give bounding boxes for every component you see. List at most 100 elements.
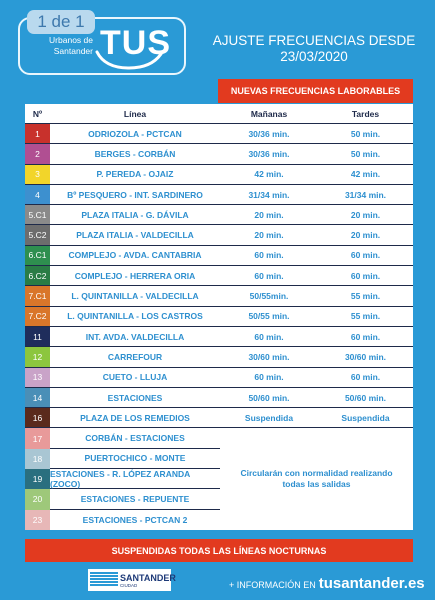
suspended-line-row: 18 PUERTOCHICO - MONTE — [25, 448, 413, 470]
santander-stripes-icon — [90, 572, 118, 588]
line-number-badge: 18 — [25, 448, 50, 470]
morning-frequency: 50/55min. — [249, 291, 289, 302]
morning-frequency: 42 min. — [254, 169, 284, 180]
suspended-line-row: 17 CORBÁN - ESTACIONES — [25, 428, 413, 449]
line-name: ESTACIONES - REPUENTE — [50, 489, 220, 510]
line-name: L. QUINTANILLA - LOS CASTROS — [67, 311, 203, 322]
header-title: AJUSTE FRECUENCIAS DESDE 23/03/2020 — [205, 33, 423, 65]
line-number-badge: 5.C1 — [25, 205, 50, 225]
morning-frequency: 30/36 min. — [248, 148, 290, 159]
tus-logo — [18, 17, 186, 75]
line-number-badge: 4 — [25, 184, 50, 205]
afternoon-frequency: 31/34 min. — [344, 189, 387, 200]
line-name: BERGES - CORBÁN — [94, 148, 176, 159]
logo-swoosh-icon — [95, 50, 163, 70]
afternoon-frequency: 20 min. — [350, 209, 381, 220]
line-number-badge: 1 — [25, 124, 50, 144]
more-info-link[interactable]: tusantander.es — [318, 575, 425, 592]
morning-frequency: 60 min. — [254, 270, 284, 281]
morning-frequency: 50/55 min. — [248, 311, 290, 322]
logo-subtitle-line2: Santander — [53, 46, 93, 56]
line-number-badge: 19 — [25, 469, 50, 490]
more-info-prefix: + INFORMACIÓN EN — [229, 580, 316, 590]
suspended-note: Circularán con normalidad realizando tod… — [220, 428, 413, 530]
morning-frequency: 60 min. — [254, 331, 284, 342]
suspended-line-row: 20 ESTACIONES - REPUENTE — [25, 489, 413, 510]
night-lines-suspended-banner: SUSPENDIDAS TODAS LAS LÍNEAS NOCTURNAS — [25, 539, 413, 562]
table-row: 1 ODRIOZOLA - PCTCAN 30/36 min. 50 min. — [25, 124, 413, 145]
line-number-badge: 14 — [25, 387, 50, 408]
morning-frequency: 20 min. — [254, 230, 284, 241]
table-row: 16 PLAZA DE LOS REMEDIOS Suspendida Suspend… — [25, 408, 413, 429]
header-title-line1: AJUSTE FRECUENCIAS DESDE — [212, 33, 416, 48]
table-row: 5.C1 PLAZA ITALIA - G. DÁVILA 20 min. 20 mi… — [25, 205, 413, 226]
column-header-line: Línea — [123, 108, 147, 119]
table-row: 14 ESTACIONES 50/60 min. 50/60 min. — [25, 387, 413, 409]
line-name: PLAZA ITALIA - G. DÁVILA — [81, 209, 189, 220]
line-number-badge: 3 — [25, 164, 50, 184]
table-row: 5.C2 PLAZA ITALIA - VALDECILLA 20 min. 20 m… — [25, 225, 413, 246]
morning-frequency: Suspendida — [244, 412, 294, 423]
line-name: ESTACIONES - R. LÓPEZ ARANDA (ZOCO) — [50, 469, 220, 490]
logo-subtitle: Urbanos de Santander — [27, 35, 93, 57]
table-row: 13 CUETO - LLUJA 60 min. 60 min. — [25, 367, 413, 388]
frequency-table: Nº Línea Mañanas Tardes 1 ODRIOZOLA - PCT… — [25, 104, 413, 530]
page-indicator-badge: 1 de 1 — [27, 10, 95, 34]
line-number-badge: 17 — [25, 428, 50, 449]
table-row: 3 P. PEREDA - OJAIZ 42 min. 42 min. — [25, 164, 413, 185]
line-number-badge: 16 — [25, 408, 50, 428]
line-name: ESTACIONES — [107, 392, 163, 403]
column-header-afternoon: Tardes — [351, 108, 380, 119]
column-header-morning: Mañanas — [250, 108, 288, 119]
line-name: CORBÁN - ESTACIONES — [50, 428, 220, 449]
line-number-badge: 2 — [25, 144, 50, 164]
table-row: 6.C1 COMPLEJO - AVDA. CANTABRIA 60 min. 60 … — [25, 245, 413, 267]
afternoon-frequency: 30/60 min. — [344, 351, 387, 362]
line-name: Bº PESQUERO - INT. SARDINERO — [67, 189, 203, 200]
morning-frequency: 30/60 min. — [248, 351, 290, 362]
afternoon-frequency: 50/60 min. — [344, 392, 387, 403]
morning-frequency: 20 min. — [254, 209, 284, 220]
line-name: ESTACIONES - PCTCAN 2 — [50, 509, 220, 530]
logo-subtitle-line1: Urbanos de — [49, 35, 93, 45]
line-number-badge: 7.C1 — [25, 286, 50, 306]
line-number-badge: 12 — [25, 347, 50, 367]
afternoon-frequency: 60 min. — [350, 372, 381, 383]
line-number-badge: 23 — [25, 509, 50, 530]
santander-city-logo: SANTANDER CIUDAD — [88, 569, 176, 591]
afternoon-frequency: 60 min. — [350, 270, 381, 281]
line-name: ODRIOZOLA - PCTCAN — [88, 128, 182, 139]
afternoon-frequency: 55 min. — [350, 291, 381, 302]
morning-frequency: 50/60 min. — [248, 392, 290, 403]
suspended-line-row: 19 ESTACIONES - R. LÓPEZ ARANDA (ZOCO) — [25, 469, 413, 490]
line-name: L. QUINTANILLA - VALDECILLA — [71, 291, 199, 302]
suspended-line-row: 23 ESTACIONES - PCTCAN 2 — [25, 509, 413, 530]
header-title-date: 23/03/2020 — [280, 49, 348, 64]
afternoon-frequency: Suspendida — [341, 412, 390, 423]
table-row: 7.C2 L. QUINTANILLA - LOS CASTROS 50/55 mi… — [25, 306, 413, 327]
table-row: 6.C2 COMPLEJO - HERRERA ORIA 60 min. 60 min… — [25, 266, 413, 287]
table-row: 12 CARREFOUR 30/60 min. 30/60 min. — [25, 347, 413, 368]
line-number-badge: 13 — [25, 367, 50, 387]
line-name: CUETO - LLUJA — [102, 372, 168, 383]
line-number-badge: 11 — [25, 326, 50, 347]
new-frequencies-banner: NUEVAS FRECUENCIAS LABORABLES — [218, 79, 413, 103]
table-row: 7.C1 L. QUINTANILLA - VALDECILLA 50/55min.… — [25, 286, 413, 307]
morning-frequency: 30/36 min. — [248, 128, 290, 139]
line-name: INT. AVDA. VALDECILLA — [85, 331, 185, 342]
table-header-row: Nº Línea Mañanas Tardes — [25, 104, 413, 124]
line-number-badge: 20 — [25, 489, 50, 510]
line-number-badge: 6.C2 — [25, 266, 50, 286]
line-name: PUERTOCHICO - MONTE — [50, 448, 220, 470]
morning-frequency: 31/34 min. — [248, 189, 290, 200]
line-number-badge: 6.C1 — [25, 245, 50, 266]
morning-frequency: 60 min. — [254, 372, 284, 383]
santander-logo-text: SANTANDER — [120, 573, 176, 583]
table-row: 11 INT. AVDA. VALDECILLA 60 min. 60 min. — [25, 326, 413, 348]
morning-frequency: 60 min. — [254, 250, 284, 261]
more-info-footer: + INFORMACIÓN EN tusantander.es — [229, 575, 425, 592]
afternoon-frequency: 50 min. — [350, 128, 381, 139]
line-name: CARREFOUR — [107, 351, 163, 362]
line-name: P. PEREDA - OJAIZ — [96, 169, 174, 180]
table-body: 1 ODRIOZOLA - PCTCAN 30/36 min. 50 min. 2 BER… — [25, 124, 413, 429]
